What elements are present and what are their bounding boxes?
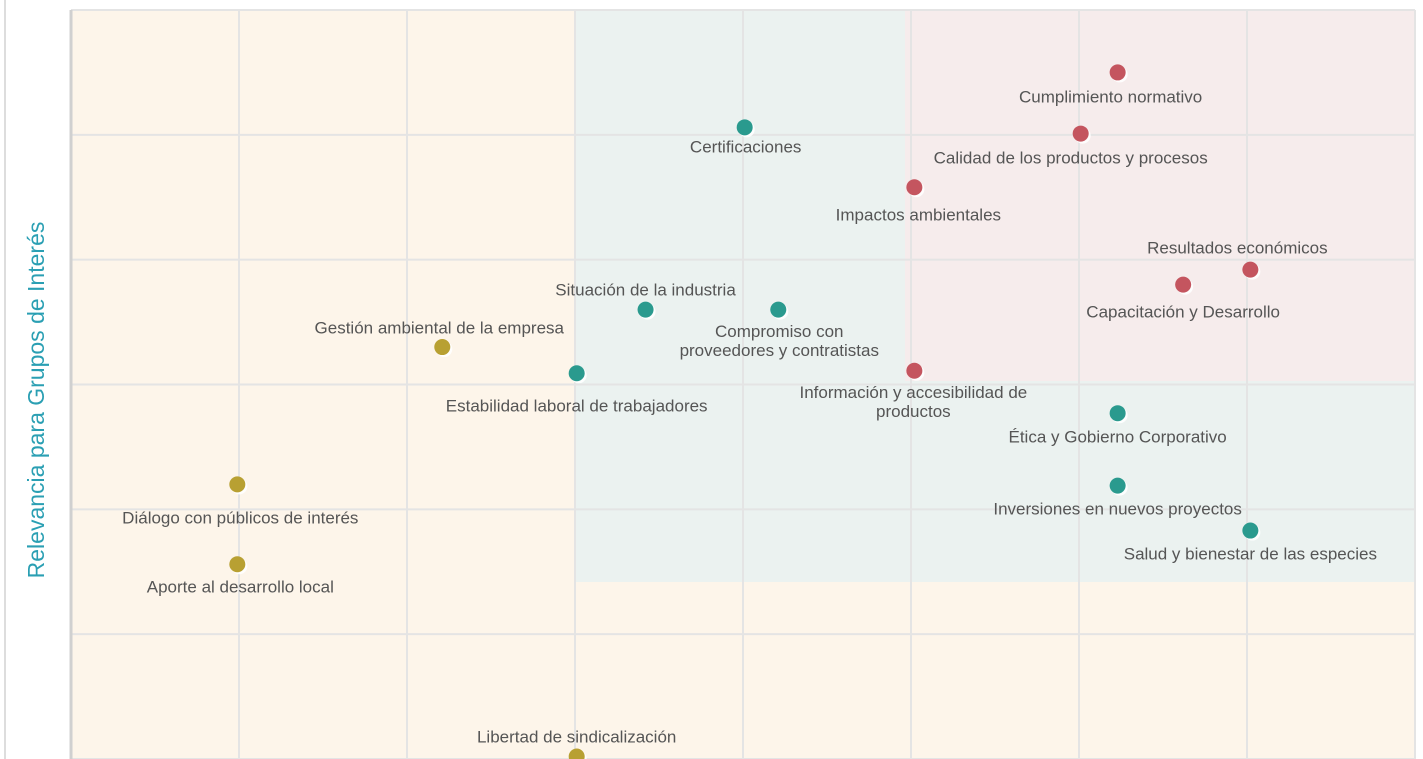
point-label: Libertad de sindicalización [476,727,677,746]
y-axis-title: Relevancia para Grupos de Interés [23,222,49,579]
point [1109,64,1126,81]
point [906,179,923,196]
zone-mid [575,10,905,582]
point-label: Certificaciones [689,137,802,157]
point [1072,125,1089,142]
point-label: Diálogo con públicos de interés [122,508,359,528]
point [770,301,787,318]
point [1242,261,1259,278]
point [434,339,451,356]
point-label: Cumplimiento normativo [1018,87,1203,107]
point [229,476,246,493]
point-label: Resultados económicos [1147,238,1328,258]
point-label: Situación de la industria [555,280,736,300]
point-label: Aporte al desarrollo local [146,577,334,597]
point [1109,477,1126,494]
point [1109,405,1126,422]
point-label: Inversiones en nuevos proyectos [993,499,1242,519]
point-label: Calidad de los productos y procesos [933,148,1208,168]
point [1242,522,1259,539]
point-label: Gestión ambiental de la empresa [314,318,565,338]
zone-high [905,10,1415,381]
point [637,301,654,318]
point [568,748,585,759]
point-label: Compromiso con proveedores y contratista… [679,321,879,360]
point [906,362,923,379]
point-label: Impactos ambientales [835,205,1002,225]
point [736,119,753,136]
point-label: Estabilidad laboral de trabajadores [445,396,708,416]
point-label: Información y accesibilidad de productos [799,382,1028,421]
point [1175,276,1192,293]
point-label: Ética y Gobierno Corporativo [1008,427,1227,447]
point-label: Salud y bienestar de las especies [1123,544,1377,564]
point-label: Capacitación y Desarrollo [1086,302,1281,322]
point [229,556,246,573]
zone-mid [905,381,1415,582]
point [568,365,585,382]
